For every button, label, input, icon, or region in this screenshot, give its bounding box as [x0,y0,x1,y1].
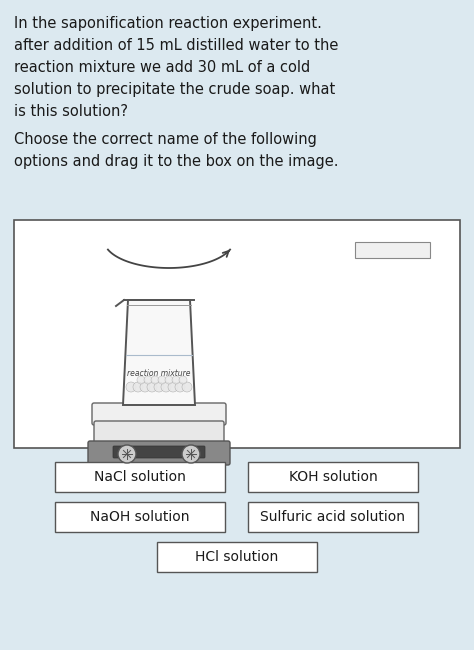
FancyBboxPatch shape [355,242,430,258]
Text: KOH solution: KOH solution [289,470,377,484]
Text: is this solution?: is this solution? [14,104,128,119]
Circle shape [182,445,200,463]
FancyBboxPatch shape [113,446,205,458]
Circle shape [165,376,173,384]
Text: Choose the correct name of the following: Choose the correct name of the following [14,132,317,147]
Text: reaction mixture: reaction mixture [127,369,191,378]
FancyBboxPatch shape [248,462,418,492]
Circle shape [154,382,164,392]
Circle shape [182,382,192,392]
FancyBboxPatch shape [55,502,225,532]
Text: In the saponification reaction experiment.: In the saponification reaction experimen… [14,16,322,31]
Text: NaCl solution: NaCl solution [94,470,186,484]
Circle shape [172,376,180,384]
Polygon shape [124,355,194,404]
Circle shape [144,376,152,384]
Circle shape [137,376,145,384]
Circle shape [158,376,166,384]
Text: solution to precipitate the crude soap. what: solution to precipitate the crude soap. … [14,82,335,97]
Circle shape [179,376,187,384]
FancyBboxPatch shape [14,220,460,448]
Text: options and drag it to the box on the image.: options and drag it to the box on the im… [14,154,338,169]
Circle shape [133,382,143,392]
Circle shape [151,376,159,384]
Circle shape [161,382,171,392]
Text: after addition of 15 mL distilled water to the: after addition of 15 mL distilled water … [14,38,338,53]
FancyBboxPatch shape [157,542,317,572]
Text: HCl solution: HCl solution [195,550,279,564]
FancyBboxPatch shape [92,403,226,425]
Circle shape [168,382,178,392]
Polygon shape [123,300,195,405]
Circle shape [126,382,136,392]
Text: reaction mixture we add 30 mL of a cold: reaction mixture we add 30 mL of a cold [14,60,310,75]
Circle shape [140,382,150,392]
Circle shape [118,445,136,463]
Circle shape [147,382,157,392]
Text: Sulfuric acid solution: Sulfuric acid solution [261,510,405,524]
FancyBboxPatch shape [88,441,230,465]
FancyBboxPatch shape [94,421,224,445]
Text: NaOH solution: NaOH solution [90,510,190,524]
FancyBboxPatch shape [248,502,418,532]
Circle shape [175,382,185,392]
FancyBboxPatch shape [55,462,225,492]
